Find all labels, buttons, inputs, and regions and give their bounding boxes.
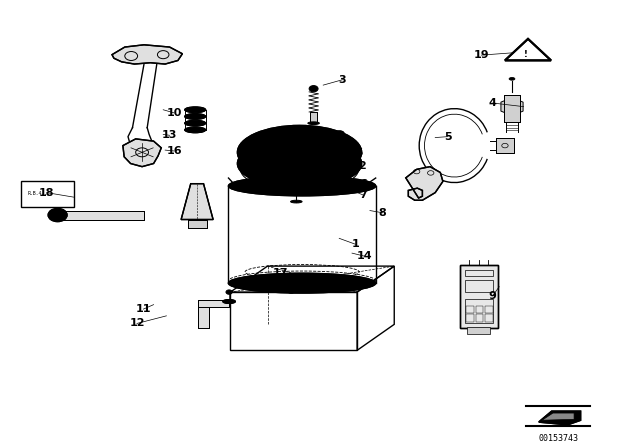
Circle shape <box>285 285 297 293</box>
Text: 11: 11 <box>136 304 151 314</box>
Circle shape <box>48 208 67 222</box>
Ellipse shape <box>184 127 206 133</box>
Bar <box>310 112 317 123</box>
Polygon shape <box>181 184 213 220</box>
Bar <box>465 299 493 323</box>
Text: 1: 1 <box>351 239 359 249</box>
Bar <box>467 327 490 334</box>
Text: 3: 3 <box>339 75 346 85</box>
Bar <box>496 138 514 153</box>
Ellipse shape <box>509 78 515 80</box>
Bar <box>466 306 474 313</box>
Text: 9: 9 <box>489 291 497 301</box>
Ellipse shape <box>237 139 362 188</box>
Circle shape <box>226 290 232 294</box>
Polygon shape <box>542 413 574 420</box>
Text: 12: 12 <box>129 319 145 328</box>
Text: 5: 5 <box>444 132 452 142</box>
Text: 6: 6 <box>359 179 367 189</box>
Text: 4: 4 <box>489 98 497 108</box>
Bar <box>21 181 74 207</box>
Ellipse shape <box>228 273 376 293</box>
Bar <box>485 306 493 313</box>
Bar <box>460 265 498 328</box>
Circle shape <box>292 189 301 195</box>
Polygon shape <box>112 45 182 64</box>
Bar <box>58 211 144 220</box>
Bar <box>504 95 520 122</box>
Bar <box>198 307 209 328</box>
Text: 15: 15 <box>349 148 364 158</box>
Ellipse shape <box>308 122 319 125</box>
Bar <box>504 95 520 122</box>
Ellipse shape <box>184 114 206 119</box>
Text: 18: 18 <box>39 188 54 198</box>
Bar <box>485 314 493 322</box>
Polygon shape <box>539 411 580 425</box>
Polygon shape <box>406 167 443 200</box>
Bar <box>466 314 474 322</box>
Bar <box>198 307 209 328</box>
Ellipse shape <box>291 200 302 203</box>
Text: 13: 13 <box>162 130 177 140</box>
Text: 00153743: 00153743 <box>538 434 578 443</box>
Text: 17: 17 <box>273 268 288 278</box>
Text: 10: 10 <box>166 108 182 118</box>
Text: 8: 8 <box>379 208 387 218</box>
Bar <box>310 112 317 123</box>
Ellipse shape <box>223 299 236 304</box>
Ellipse shape <box>184 121 206 126</box>
Polygon shape <box>123 139 161 167</box>
Polygon shape <box>505 39 551 60</box>
Bar <box>496 138 514 153</box>
Text: 7: 7 <box>359 190 367 200</box>
Bar <box>230 292 357 350</box>
Bar <box>188 220 207 228</box>
Text: 14: 14 <box>357 251 372 261</box>
Text: 2: 2 <box>358 161 365 171</box>
Ellipse shape <box>184 107 206 112</box>
Bar <box>58 211 144 220</box>
Text: !: ! <box>524 50 528 59</box>
Ellipse shape <box>228 176 376 196</box>
Bar <box>460 265 498 328</box>
Bar <box>465 270 493 276</box>
Bar <box>476 314 483 322</box>
Text: R.B.4...: R.B.4... <box>28 191 51 197</box>
Bar <box>476 306 483 313</box>
Ellipse shape <box>292 154 308 159</box>
Circle shape <box>335 131 344 137</box>
Circle shape <box>285 176 298 185</box>
Bar <box>465 280 493 292</box>
Polygon shape <box>501 98 523 116</box>
Bar <box>198 300 229 307</box>
Bar <box>188 220 207 228</box>
Text: 19: 19 <box>474 50 489 60</box>
Bar <box>198 300 229 307</box>
Ellipse shape <box>237 125 362 179</box>
Text: 16: 16 <box>166 146 182 156</box>
Circle shape <box>309 86 318 92</box>
